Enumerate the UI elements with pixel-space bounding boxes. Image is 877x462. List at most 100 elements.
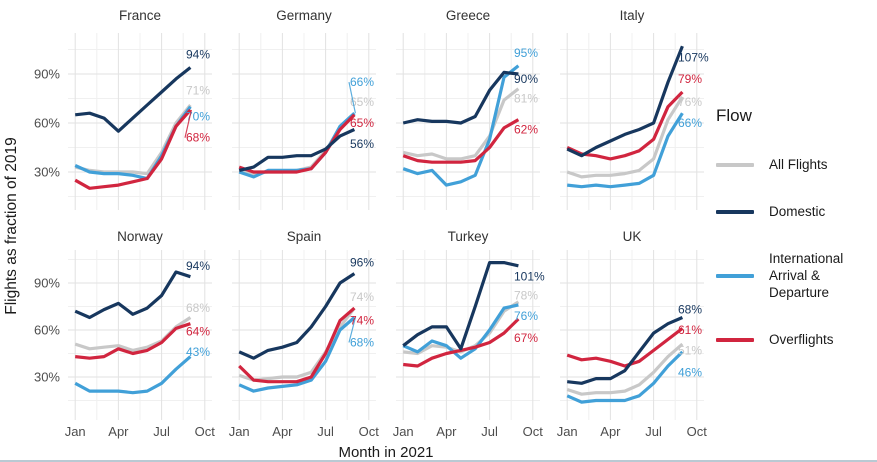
x-tick-label: Jul (481, 424, 498, 439)
x-tick-label: Jan (65, 424, 86, 439)
series-line-overflights (75, 322, 191, 360)
series-line-domestic (566, 45, 684, 158)
end-label: 66% (350, 75, 374, 89)
end-label: 71% (186, 83, 210, 97)
x-tick-label: Jul (317, 424, 334, 439)
label-leader-line (348, 82, 356, 114)
legend-item-label: Overflights (769, 332, 834, 347)
end-label: 46% (678, 365, 702, 379)
legend-item-3: Overflights (716, 331, 876, 348)
facet-title-norway: Norway (117, 229, 163, 244)
x-tick-label: Apr (108, 424, 129, 439)
facet-title-italy: Italy (620, 8, 645, 23)
end-label: 76% (678, 95, 702, 109)
end-label: 90% (514, 72, 538, 86)
series-line-international-arrival-departure (402, 64, 520, 187)
y-axis-title: Flights as fraction of 2019 (3, 137, 20, 315)
x-tick-label: Apr (600, 424, 621, 439)
end-label: 68% (350, 336, 374, 350)
facet-title-spain: Spain (287, 229, 322, 244)
x-tick-label: Oct (359, 424, 380, 439)
bottom-border (0, 460, 877, 462)
facet-title-uk: UK (623, 229, 642, 244)
end-label: 68% (186, 301, 210, 315)
end-label: 107% (678, 51, 709, 65)
series-line-all-flights (566, 342, 684, 396)
x-tick-label: Oct (523, 424, 544, 439)
legend-item-2: International Arrival & Departure (716, 250, 876, 301)
x-tick-label: Jan (229, 424, 250, 439)
end-label: 94% (186, 259, 210, 273)
legend-item-label: Domestic (769, 204, 826, 219)
series-line-international-arrival-departure (402, 303, 519, 360)
legend-title: Flow (716, 106, 752, 125)
y-tick-label: 30% (34, 165, 60, 180)
x-tick-label: Apr (272, 424, 293, 439)
series-line-international-arrival-departure (74, 355, 192, 395)
end-label: 65% (350, 116, 374, 130)
y-tick-label: 30% (34, 370, 60, 385)
y-tick-label: 90% (34, 67, 60, 82)
series-line-domestic (74, 270, 191, 320)
x-tick-label: Oct (195, 424, 216, 439)
series-line-overflights (238, 306, 356, 384)
legend-items: All Flights Domestic International Arrival… (716, 156, 876, 348)
end-label: 43% (186, 345, 210, 359)
y-tick-label: 60% (34, 116, 60, 131)
legend-item-1: Domestic (716, 203, 876, 220)
end-label: 65% (350, 95, 374, 109)
x-tick-label: Oct (687, 424, 708, 439)
series-line-overflights (74, 108, 192, 190)
end-label: 67% (514, 331, 538, 345)
label-leader-line (184, 109, 192, 138)
series-line-domestic (402, 70, 519, 125)
series-line-domestic (75, 66, 192, 133)
end-label: 74% (350, 290, 374, 304)
end-label: 78% (514, 289, 538, 303)
legend-swatch (716, 162, 754, 167)
end-label: 56% (350, 137, 374, 151)
end-label: 64% (186, 325, 210, 339)
legend: Flow All Flights Domestic International Ar… (716, 106, 876, 378)
series-line-all-flights (566, 96, 684, 179)
facet-title-germany: Germany (276, 8, 332, 23)
facet-title-turkey: Turkey (448, 229, 489, 244)
end-label: 61% (678, 323, 702, 337)
end-label: 101% (514, 270, 545, 284)
series-line-overflights (566, 327, 684, 368)
label-leader-line (348, 317, 356, 343)
x-tick-label: Apr (436, 424, 457, 439)
legend-item-label: All Flights (769, 157, 828, 172)
end-label: 96% (350, 256, 374, 270)
y-tick-label: 90% (34, 276, 60, 291)
facet-title-greece: Greece (446, 8, 490, 23)
legend-item-label: International Arrival & Departure (769, 251, 844, 300)
legend-swatch (716, 337, 754, 342)
series-line-overflights (403, 317, 520, 368)
x-axis-title: Month in 2021 (338, 444, 433, 461)
legend-item-0: All Flights (716, 156, 876, 173)
series-line-all-flights (402, 87, 520, 161)
end-label: 62% (514, 123, 538, 137)
series-line-international-arrival-departure (567, 112, 684, 189)
end-label: 74% (350, 314, 374, 328)
end-label: 79% (678, 72, 702, 86)
x-tick-label: Jul (153, 424, 170, 439)
facet-title-france: France (119, 8, 161, 23)
x-tick-label: Jul (645, 424, 662, 439)
series-line-domestic (567, 316, 684, 385)
end-label: 51% (678, 343, 702, 357)
series-line-overflights (402, 118, 520, 164)
end-label: 66% (678, 116, 702, 130)
y-tick-label: 60% (34, 323, 60, 338)
legend-swatch (716, 209, 754, 214)
x-tick-label: Jan (557, 424, 578, 439)
x-tick-label: Jan (393, 424, 414, 439)
end-label: 81% (514, 92, 538, 106)
series-line-all-flights (74, 316, 192, 352)
legend-swatch (716, 273, 754, 278)
end-label: 68% (186, 131, 210, 145)
series-line-domestic (238, 128, 356, 172)
end-label: 70% (186, 109, 210, 123)
